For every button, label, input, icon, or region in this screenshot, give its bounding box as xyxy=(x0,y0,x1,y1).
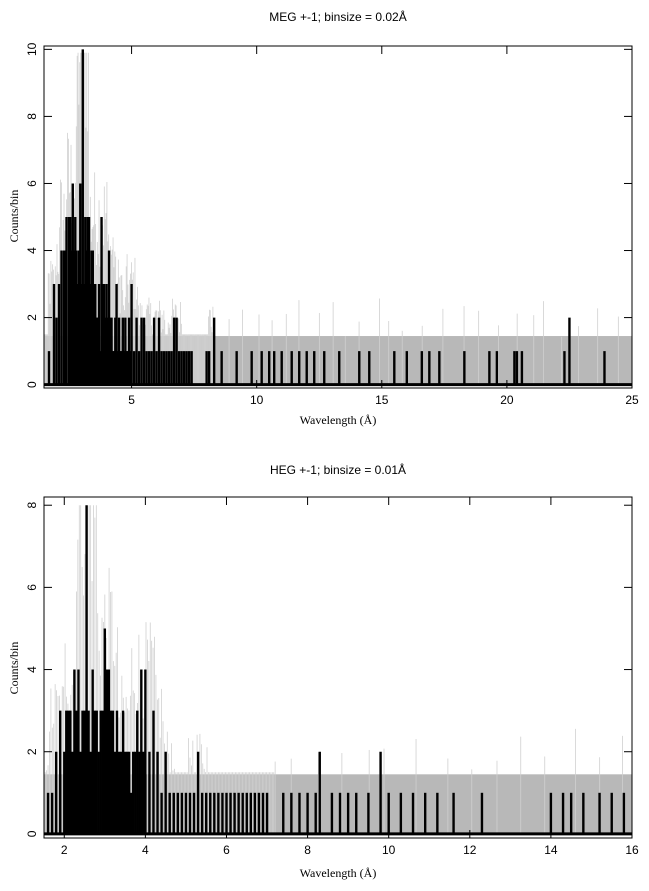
plot-area: 2 4 6 8 10 12 14 16 0 2 4 6 8 xyxy=(25,496,639,857)
x-tick-label: 6 xyxy=(223,843,230,857)
x-tick-label: 5 xyxy=(128,393,135,407)
y-axis-label: Counts/bin xyxy=(7,642,21,695)
x-tick-label: 16 xyxy=(625,843,639,857)
x-axis-label: Wavelength (Å) xyxy=(300,866,377,880)
y-tick-label: 4 xyxy=(25,666,39,673)
y-tick-label: 0 xyxy=(25,381,39,388)
y-tick-label: 6 xyxy=(25,584,39,591)
x-axis-label: Wavelength (Å) xyxy=(300,413,377,427)
x-tick-label: 14 xyxy=(544,843,558,857)
y-tick-label: 8 xyxy=(25,502,39,509)
x-tick-label: 10 xyxy=(250,393,264,407)
chart-title: HEG +-1; binsize = 0.01Å xyxy=(270,462,406,477)
x-tick-label: 15 xyxy=(375,393,389,407)
plot-frame xyxy=(43,496,633,839)
y-tick-label: 8 xyxy=(25,113,39,120)
y-tick-label: 2 xyxy=(25,314,39,321)
meg-panel: MEG +-1; binsize = 0.02Å 5 10 15 20 25 0 2 4 6 8 1… xyxy=(7,9,639,427)
x-tick-label: 8 xyxy=(304,843,311,857)
y-tick-label: 10 xyxy=(25,42,39,56)
plot-area: 5 10 15 20 25 0 2 4 6 8 10 xyxy=(25,42,639,407)
y-tick-label: 6 xyxy=(25,180,39,187)
y-tick-label: 2 xyxy=(25,748,39,755)
x-tick-label: 10 xyxy=(382,843,396,857)
x-tick-label: 4 xyxy=(142,843,149,857)
x-tick-label: 25 xyxy=(625,393,639,407)
x-tick-label: 12 xyxy=(463,843,477,857)
y-tick-label: 0 xyxy=(25,830,39,837)
plot-frame xyxy=(43,45,633,389)
chart-title: MEG +-1; binsize = 0.02Å xyxy=(269,9,406,24)
x-tick-label: 2 xyxy=(61,843,68,857)
y-axis-label: Counts/bin xyxy=(7,190,21,243)
x-tick-label: 20 xyxy=(500,393,514,407)
y-tick-label: 4 xyxy=(25,247,39,254)
heg-panel: HEG +-1; binsize = 0.01Å 2 4 6 8 10 12 14 16 0 2 4… xyxy=(7,462,639,880)
